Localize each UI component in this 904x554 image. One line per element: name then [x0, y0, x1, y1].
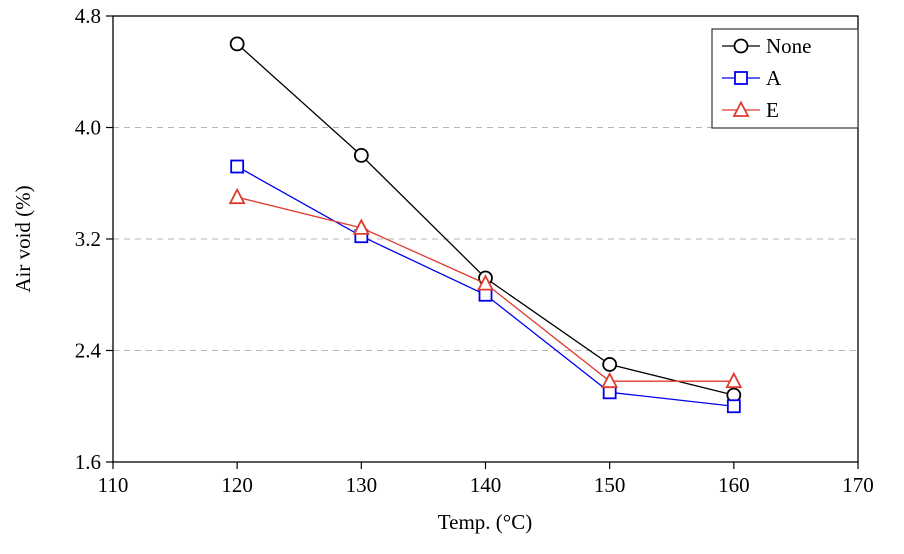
marker-square [230, 159, 245, 174]
x-tick-label: 160 [718, 473, 750, 497]
marker-circle [733, 38, 749, 54]
marker-triangle [477, 274, 494, 291]
marker-circle [229, 36, 245, 52]
marker-square [726, 399, 741, 414]
x-tick-label: 130 [346, 473, 378, 497]
y-tick-label: 3.2 [75, 227, 101, 251]
marker-triangle [732, 100, 750, 117]
marker-triangle [601, 371, 619, 389]
y-tick-label: 4.0 [75, 116, 101, 140]
x-tick-label: 140 [470, 473, 502, 497]
x-axis-title: Temp. (°C) [438, 510, 532, 534]
legend-label-none: None [766, 34, 812, 58]
x-tick-label: 150 [594, 473, 626, 497]
marker-square [478, 287, 493, 302]
x-tick-label: 110 [98, 473, 129, 497]
marker-triangle [725, 371, 743, 389]
marker-square [734, 71, 748, 85]
y-tick-label: 4.8 [75, 4, 101, 28]
legend-label-a: A [766, 66, 782, 90]
y-axis-title: Air void (%) [11, 185, 35, 292]
marker-circle [353, 147, 369, 163]
x-tick-label: 120 [221, 473, 253, 497]
legend-label-e: E [766, 98, 779, 122]
marker-triangle [352, 218, 370, 235]
y-tick-label: 1.6 [75, 450, 101, 474]
marker-triangle [228, 187, 246, 205]
y-tick-label: 2.4 [75, 339, 102, 363]
x-tick-label: 170 [842, 473, 874, 497]
marker-square [602, 385, 617, 400]
marker-circle [602, 357, 618, 372]
series-line-none [236, 43, 734, 396]
